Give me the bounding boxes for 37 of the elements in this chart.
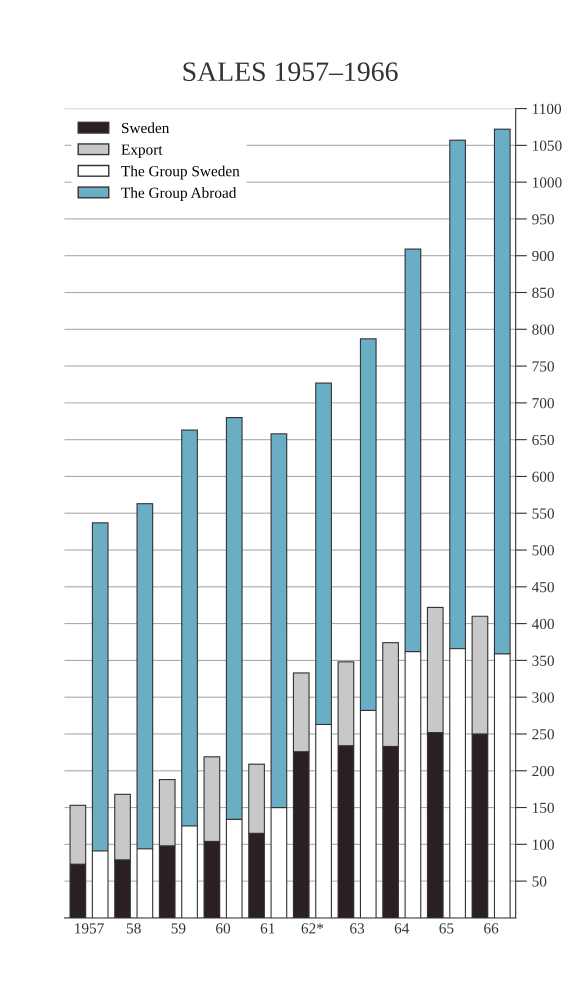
x-tick-label: 59 (172, 923, 186, 934)
legend-label: Export (121, 144, 162, 158)
y-tick-label: 150 (532, 802, 554, 813)
y-tick-label: 200 (532, 766, 554, 776)
x-tick-label: 58 (126, 923, 141, 934)
y-tick-label: 650 (532, 434, 554, 446)
y-tick-label: 750 (532, 361, 554, 372)
x-tick-label: 62* (302, 923, 324, 934)
y-tick-label: 400 (532, 618, 554, 630)
x-tick-label: 61 (260, 923, 274, 934)
y-tick-label: 850 (532, 288, 554, 298)
y-tick-label: 800 (532, 324, 554, 335)
legend-label: The Group Sweden (121, 166, 240, 180)
chart-title: SALES 1957–1966 (184, 62, 398, 82)
x-tick-label: 63 (350, 923, 364, 934)
y-tick-label: 550 (532, 508, 554, 519)
y-tick-label: 250 (532, 729, 554, 740)
legend-label: The Group Abroad (121, 187, 236, 202)
y-tick-label: 450 (532, 582, 554, 592)
x-tick-label: 1957 (75, 923, 104, 934)
y-tick-label: 700 (532, 398, 554, 408)
x-tick-label: 66 (484, 923, 498, 934)
x-tick-label: 64 (394, 923, 410, 934)
y-tick-label: 300 (532, 692, 554, 703)
x-tick-label: 65 (439, 923, 454, 934)
y-tick-label: 950 (532, 214, 554, 224)
y-tick-label: 50 (532, 876, 546, 887)
y-tick-label: 900 (532, 250, 554, 262)
y-tick-label: 100 (532, 839, 554, 850)
y-tick-label: 1000 (532, 177, 562, 188)
y-tick-label: 1100 (532, 104, 562, 114)
y-tick-label: 500 (532, 545, 554, 556)
x-tick-label: 60 (216, 923, 230, 934)
y-tick-label: 1050 (532, 140, 562, 151)
legend-label: Sweden (122, 122, 170, 134)
y-tick-label: 600 (532, 472, 554, 482)
y-tick-label: 350 (532, 656, 554, 666)
